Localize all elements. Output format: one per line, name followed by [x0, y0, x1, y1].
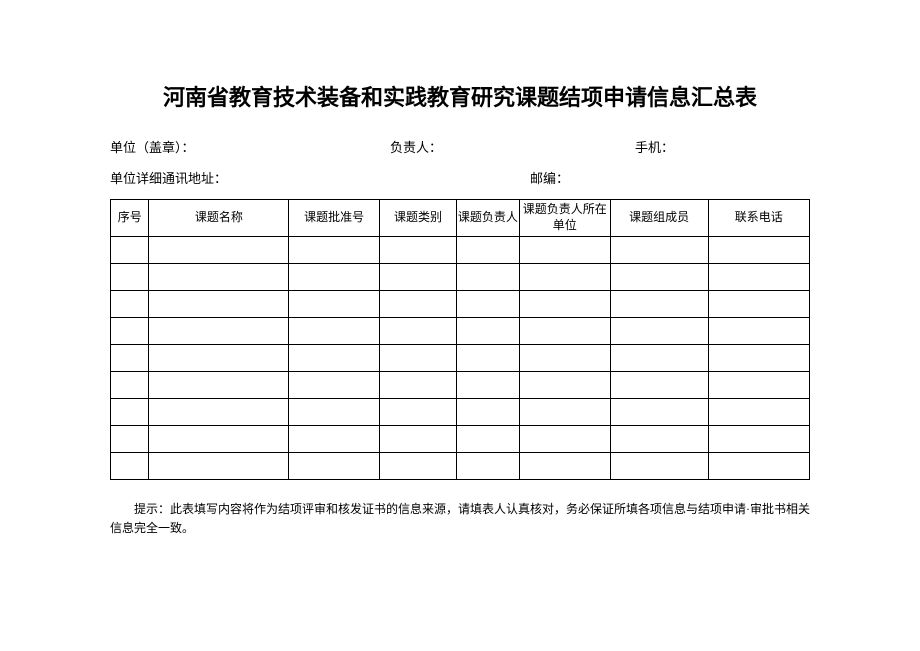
- info-row-1: 单位（盖章）： 负责人： 手机：: [110, 137, 810, 156]
- table-row: [111, 291, 810, 318]
- page-title: 河南省教育技术装备和实践教育研究课题结项申请信息汇总表: [110, 80, 810, 112]
- info-row-2: 单位详细通讯地址： 邮编：: [110, 168, 810, 187]
- table-row: [111, 264, 810, 291]
- summary-table: 序号 课题名称 课题批准号 课题类别 课题负责人 课题负责人所在单位 课题组成员…: [110, 199, 810, 480]
- col-header-member: 课题组成员: [610, 200, 708, 237]
- postcode-label: 邮编：: [530, 168, 810, 187]
- footer-note: 提示：此表填写内容将作为结项评审和核发证书的信息来源，请填表人认真核对，务必保证…: [110, 500, 810, 538]
- unit-label: 单位（盖章）：: [110, 137, 390, 156]
- table-row: [111, 399, 810, 426]
- table-row: [111, 453, 810, 480]
- table-row: [111, 426, 810, 453]
- table-row: [111, 237, 810, 264]
- document-page: 河南省教育技术装备和实践教育研究课题结项申请信息汇总表 单位（盖章）： 负责人：…: [0, 0, 920, 578]
- table-header-row: 序号 课题名称 课题批准号 课题类别 课题负责人 课题负责人所在单位 课题组成员…: [111, 200, 810, 237]
- address-label: 单位详细通讯地址：: [110, 168, 530, 187]
- col-header-type: 课题类别: [380, 200, 457, 237]
- table-row: [111, 318, 810, 345]
- col-header-name: 课题名称: [149, 200, 289, 237]
- table-row: [111, 372, 810, 399]
- table-row: [111, 345, 810, 372]
- col-header-unit: 课题负责人所在单位: [519, 200, 610, 237]
- phone-label: 手机：: [635, 137, 810, 156]
- col-header-leader: 课题负责人: [456, 200, 519, 237]
- col-header-seq: 序号: [111, 200, 149, 237]
- col-header-appr: 课题批准号: [289, 200, 380, 237]
- table-body: [111, 237, 810, 480]
- col-header-phone: 联系电话: [708, 200, 809, 237]
- leader-label: 负责人：: [390, 137, 635, 156]
